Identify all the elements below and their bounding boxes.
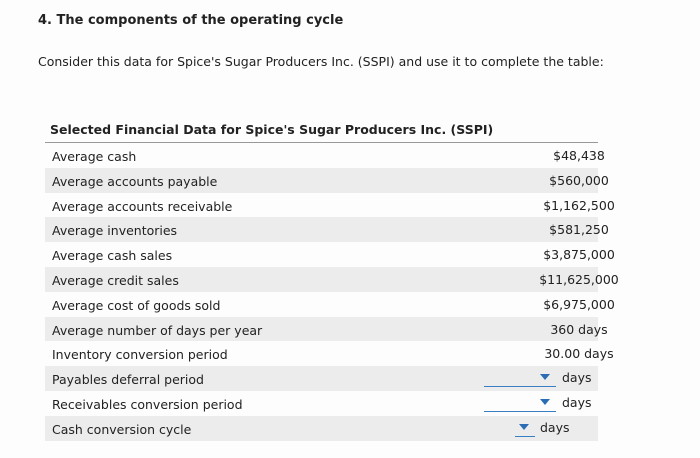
row-label: Average cash sales: [52, 248, 173, 264]
row-value: $3,875,000: [543, 247, 615, 263]
table-header: Selected Financial Data for Spice's Suga…: [45, 122, 598, 143]
row-label: Inventory conversion period: [52, 347, 228, 363]
row-label: Average accounts receivable: [52, 198, 233, 214]
table-row: Average inventories $581,250: [45, 217, 609, 243]
row-value: 360 days: [550, 321, 608, 337]
row-label: Cash conversion cycle: [52, 421, 192, 437]
table-row: Average accounts payable $560,000: [45, 167, 609, 193]
dropdown-arrow: [540, 374, 550, 381]
unit-label: days: [562, 394, 592, 410]
row-value: $581,250: [549, 222, 609, 238]
answer-dropdown[interactable]: [484, 393, 556, 412]
dropdown-arrow: [519, 423, 529, 430]
row-value: $48,438: [553, 148, 605, 163]
row-label: Receivables conversion period: [52, 396, 243, 412]
table-row: Cash conversion cycle days: [45, 415, 598, 441]
answer-dropdown[interactable]: [484, 368, 556, 388]
table-row: Average cost of goods sold $6,975,000: [45, 292, 615, 317]
table-row: Average cash $48,438: [45, 143, 605, 168]
question-title: 4. The components of the operating cycle: [38, 13, 344, 28]
table-row: Receivables conversion period days: [45, 391, 598, 416]
table-row: Average number of days per year 360 days: [45, 316, 608, 342]
row-value: $560,000: [549, 172, 609, 188]
row-label: Average credit sales: [52, 272, 179, 288]
dropdown-arrow: [540, 398, 550, 405]
data-table: Selected Financial Data for Spice's Suga…: [45, 122, 619, 441]
row-label: Average accounts payable: [52, 173, 218, 189]
row-label: Average number of days per year: [52, 322, 263, 338]
table-row: Average credit sales $11,625,000: [45, 266, 619, 292]
unit-label: days: [540, 419, 570, 435]
row-value: $11,625,000: [539, 271, 619, 287]
table-row: Inventory conversion period 30.00 days: [45, 341, 614, 366]
question-prompt: Consider this data for Spice's Sugar Pro…: [38, 54, 604, 69]
row-value: $6,975,000: [543, 296, 615, 312]
row-value: 30.00 days: [544, 346, 614, 362]
unit-label: days: [562, 370, 592, 386]
row-label: Average cash: [52, 149, 137, 164]
row-label: Average cost of goods sold: [52, 297, 221, 313]
row-label: Average inventories: [52, 223, 178, 239]
table-row: Average cash sales $3,875,000: [45, 242, 615, 267]
table-row: Payables deferral period days: [45, 366, 598, 391]
row-value: $1,162,500: [543, 197, 615, 213]
answer-dropdown[interactable]: [515, 418, 535, 437]
row-label: Payables deferral period: [52, 372, 204, 388]
table-row: Average accounts receivable $1,162,500: [45, 193, 615, 218]
